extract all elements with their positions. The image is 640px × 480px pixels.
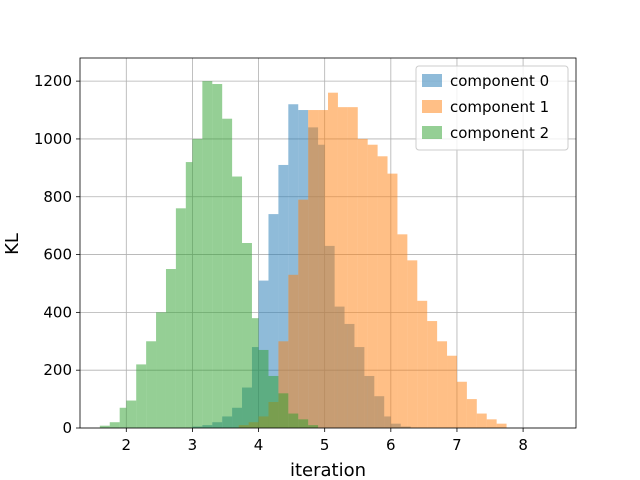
- histogram-bars: [99, 81, 507, 428]
- histogram-bar-component-1: [397, 234, 408, 428]
- histogram-bar-component-2: [222, 118, 233, 428]
- histogram-bar-component-1: [337, 107, 348, 428]
- y-tick-label: 0: [62, 419, 72, 437]
- y-tick-label: 200: [43, 361, 72, 379]
- y-tick-label: 600: [43, 246, 72, 264]
- x-tick-label: 7: [452, 436, 462, 454]
- histogram-bar-component-1: [298, 199, 309, 428]
- tick-labels: 2 3 4 5 6 7 8 0 200 400 600 800 1000 1200: [34, 72, 528, 454]
- histogram-bar-component-2: [278, 393, 289, 428]
- histogram-bar-component-2: [192, 138, 203, 428]
- histogram-bar-component-2: [212, 84, 223, 428]
- legend-swatch-component-1: [422, 100, 442, 113]
- legend-label-component-2: component 2: [450, 124, 549, 142]
- histogram-bar-component-2: [288, 413, 299, 428]
- histogram-bar-component-1: [347, 107, 358, 428]
- histogram-bar-component-1: [387, 173, 398, 428]
- histogram-bar-component-2: [156, 312, 166, 428]
- histogram-bar-component-2: [258, 349, 269, 428]
- y-tick-label: 400: [43, 303, 72, 321]
- legend-label-component-1: component 1: [450, 98, 549, 116]
- histogram-bar-component-2: [251, 318, 259, 428]
- legend-swatch-component-0: [422, 74, 442, 87]
- histogram-bar-component-1: [466, 399, 477, 428]
- x-axis-label: iteration: [290, 460, 366, 480]
- histogram-bar-component-2: [308, 425, 319, 428]
- axes: [76, 57, 577, 432]
- legend-swatch-component-2: [422, 126, 442, 139]
- histogram-bar-component-2: [268, 375, 279, 428]
- x-tick-label: 4: [254, 436, 264, 454]
- histogram-bar-component-2: [185, 162, 193, 428]
- histogram-bar-component-2: [109, 422, 120, 428]
- histogram-bar-component-1: [496, 423, 507, 428]
- histogram-bar-component-1: [407, 260, 418, 428]
- y-tick-label: 800: [43, 188, 72, 206]
- histogram-bar-component-2: [146, 341, 157, 428]
- histogram-bar-component-2: [99, 425, 110, 428]
- histogram-bar-component-1: [377, 156, 388, 428]
- legend-label-component-0: component 0: [450, 72, 549, 90]
- x-tick-label: 3: [188, 436, 198, 454]
- y-axis-label: KL: [2, 233, 23, 255]
- histogram-bar-component-2: [119, 407, 127, 428]
- histogram-bar-component-2: [165, 269, 176, 428]
- histogram-bar-component-0: [288, 104, 299, 428]
- histogram-bar-component-1: [318, 110, 328, 428]
- histogram-bar-component-2: [175, 208, 186, 428]
- histogram-bar-component-2: [126, 400, 137, 428]
- histogram-bar-component-1: [476, 413, 487, 428]
- legend: component 0 component 1 component 2: [415, 65, 569, 151]
- x-tick-label: 2: [122, 436, 132, 454]
- histogram-bar-component-1: [486, 419, 497, 428]
- histogram-bar-component-2: [232, 176, 243, 428]
- histogram-bar-component-2: [136, 364, 147, 428]
- histogram-bar-component-2: [242, 243, 252, 428]
- histogram-bar-component-1: [417, 300, 428, 428]
- histogram-bar-component-1: [367, 144, 378, 428]
- histogram-bar-component-1: [456, 381, 467, 428]
- y-tick-label: 1200: [34, 72, 72, 90]
- histogram-bar-component-2: [202, 81, 213, 428]
- x-tick-label: 8: [518, 436, 528, 454]
- histogram-bar-component-1: [278, 341, 289, 428]
- y-tick-label: 1000: [34, 130, 72, 148]
- x-tick-label: 6: [386, 436, 396, 454]
- histogram-bar-component-2: [298, 419, 309, 428]
- histogram-bar-component-1: [357, 138, 368, 428]
- histogram-bar-component-1: [308, 110, 319, 428]
- histogram-bar-component-0: [278, 164, 289, 428]
- x-tick-label: 5: [320, 436, 330, 454]
- histogram-bar-component-1: [447, 355, 457, 428]
- histogram-bar-component-1: [288, 274, 299, 428]
- histogram-bar-component-0: [268, 214, 279, 428]
- legend-frame: [415, 65, 569, 151]
- histogram-bar-component-1: [328, 92, 338, 428]
- plot-frame: [79, 57, 577, 429]
- histogram-bar-component-1: [437, 341, 448, 428]
- histogram-bar-component-1: [427, 321, 438, 428]
